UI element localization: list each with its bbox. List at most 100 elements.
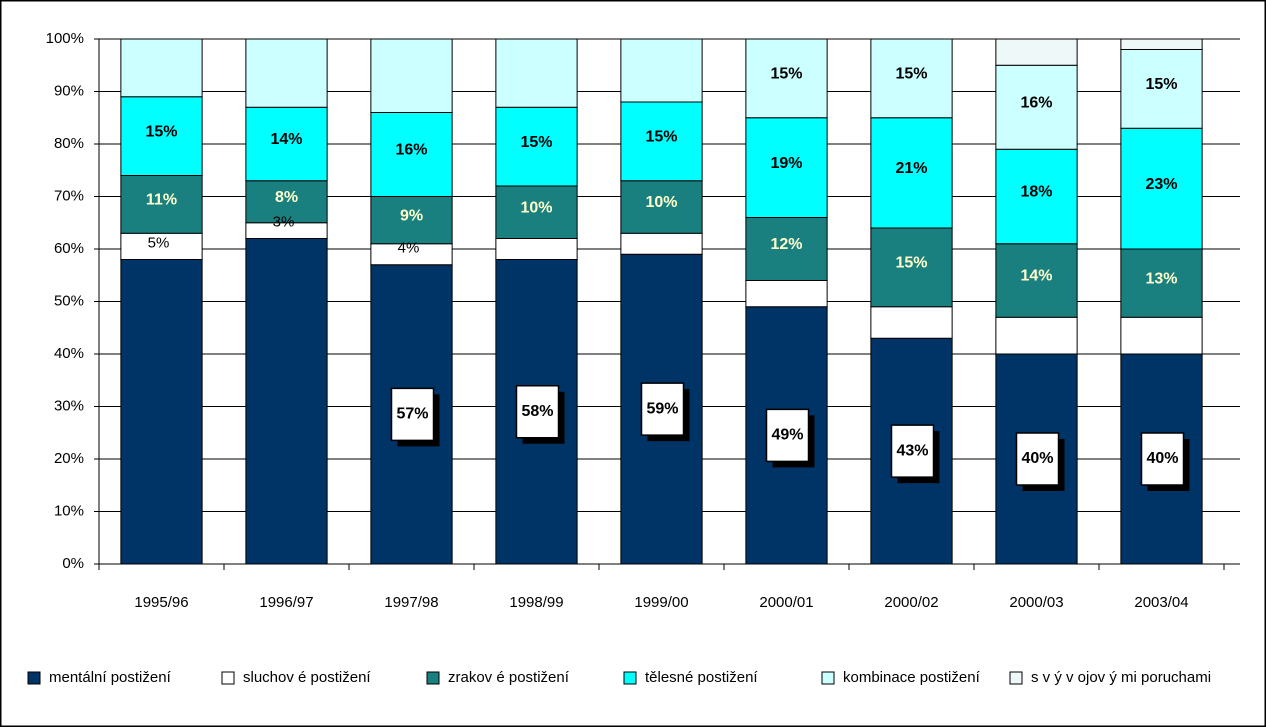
bar-segment — [245, 106, 328, 182]
bar-segment — [1120, 248, 1203, 318]
bar-segment — [370, 196, 453, 245]
bar-segment — [745, 117, 828, 218]
y-tick-label: 90% — [54, 82, 84, 99]
data-label: 15% — [520, 134, 552, 151]
data-label: 16% — [395, 142, 427, 159]
data-label: 21% — [895, 160, 927, 177]
legend-marker — [1009, 671, 1023, 685]
label-box — [890, 424, 935, 478]
data-label: 15% — [895, 66, 927, 83]
legend-label: s v ý v ojov ý mi poruchami — [1031, 669, 1211, 686]
bar-segment — [120, 232, 203, 260]
legend-marker — [623, 671, 637, 685]
legend-marker — [27, 671, 41, 685]
bar-segment — [120, 175, 203, 234]
legend-marker — [821, 671, 835, 685]
data-label: 23% — [1145, 176, 1177, 193]
x-tick-label: 1995/96 — [134, 594, 188, 611]
data-label: 19% — [770, 155, 802, 172]
bar-segment — [620, 180, 703, 234]
data-label: 43% — [896, 442, 928, 459]
y-tick-label: 10% — [54, 502, 84, 519]
bar-segment — [745, 280, 828, 308]
data-label: 16% — [1020, 94, 1052, 111]
data-label: 18% — [1020, 184, 1052, 201]
data-label: 58% — [521, 403, 553, 420]
y-tick-label: 60% — [54, 240, 84, 257]
data-label: 14% — [1020, 268, 1052, 285]
data-label: 15% — [645, 129, 677, 146]
legend-marker — [221, 671, 235, 685]
bar-segment — [120, 96, 203, 176]
y-tick-label: 30% — [54, 397, 84, 414]
data-label: 14% — [270, 131, 302, 148]
bar-segment — [370, 112, 453, 197]
legend-label: mentální postižení — [49, 669, 172, 686]
bar-segment — [495, 106, 578, 187]
y-tick-label: 20% — [54, 450, 84, 467]
data-label: 57% — [396, 406, 428, 423]
y-tick-label: 100% — [46, 30, 84, 47]
data-label: 40% — [1146, 450, 1178, 467]
data-label: 9% — [400, 207, 423, 224]
bar-segment — [120, 259, 203, 565]
bar-segment — [745, 38, 828, 119]
bar-segment — [1120, 49, 1203, 129]
x-tick-label: 1999/00 — [634, 594, 688, 611]
y-tick-label: 0% — [62, 555, 84, 572]
data-label: 8% — [275, 189, 298, 206]
bar-segment — [870, 306, 953, 339]
legend-marker — [426, 671, 440, 685]
bar-segment — [995, 38, 1078, 66]
label-box — [390, 387, 435, 442]
bar-segment — [495, 238, 578, 260]
x-tick-label: 2000/02 — [884, 594, 938, 611]
label-box — [515, 385, 560, 439]
x-tick-label: 1997/98 — [384, 594, 438, 611]
bar-segment — [245, 238, 328, 565]
x-tick-label: 1996/97 — [259, 594, 313, 611]
y-tick-label: 40% — [54, 345, 84, 362]
bar-segment — [745, 217, 828, 281]
bar-segment — [1120, 316, 1203, 355]
x-tick-label: 2000/01 — [759, 594, 813, 611]
data-label: 15% — [770, 66, 802, 83]
data-label: 40% — [1021, 450, 1053, 467]
data-label: 49% — [771, 427, 803, 444]
bar-segment — [995, 316, 1078, 355]
bar-segment — [870, 117, 953, 229]
data-label: 12% — [770, 236, 802, 253]
bar-segment — [620, 232, 703, 255]
legend-label: tělesné postižení — [645, 669, 758, 686]
legend-label: zrakov é postižení — [448, 669, 570, 686]
bar-segment — [370, 38, 453, 113]
bar-segment — [245, 38, 328, 108]
bar-segment — [120, 38, 203, 98]
label-box — [1140, 432, 1185, 486]
bar-segment — [495, 185, 578, 239]
legend-label: kombinace postižení — [843, 669, 981, 686]
data-label: 59% — [646, 400, 678, 417]
bar-segment — [870, 38, 953, 119]
label-box — [1015, 432, 1060, 486]
data-label: 3% — [273, 213, 295, 230]
label-box — [640, 382, 685, 436]
label-box — [765, 408, 810, 463]
y-tick-label: 70% — [54, 187, 84, 204]
bar-segment — [495, 38, 578, 108]
y-tick-label: 80% — [54, 135, 84, 152]
x-tick-label: 2003/04 — [1134, 594, 1188, 611]
data-label: 15% — [1145, 76, 1177, 93]
data-label: 13% — [1145, 270, 1177, 287]
bar-segment — [870, 227, 953, 308]
x-tick-label: 2000/03 — [1009, 594, 1063, 611]
data-label: 10% — [645, 194, 677, 211]
data-label: 15% — [895, 255, 927, 272]
y-tick-label: 50% — [54, 292, 84, 309]
data-label: 5% — [148, 234, 170, 251]
bar-segment — [1120, 38, 1203, 50]
bar-segment — [245, 180, 328, 224]
data-label: 10% — [520, 199, 552, 216]
data-label: 4% — [398, 240, 420, 257]
